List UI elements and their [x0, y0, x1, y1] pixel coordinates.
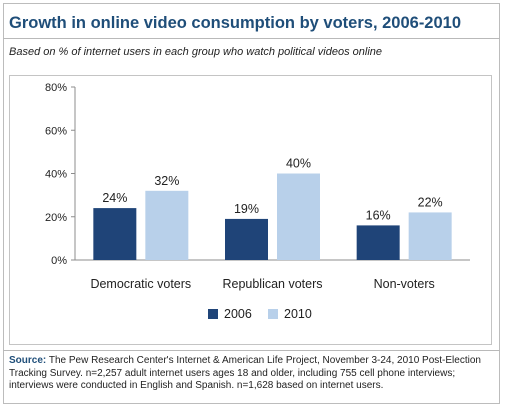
- x-category-label: Republican voters: [222, 277, 322, 291]
- y-tick-label: 20%: [45, 212, 67, 224]
- x-category-label: Democratic voters: [90, 277, 191, 291]
- y-tick-label: 40%: [45, 169, 67, 181]
- legend-label-2006: 2006: [224, 307, 252, 321]
- chart-title: Growth in online video consumption by vo…: [9, 14, 462, 32]
- legend-swatch-2010: [268, 309, 278, 319]
- data-label: 24%: [102, 191, 127, 205]
- source-text: The Pew Research Center's Internet & Ame…: [9, 355, 481, 391]
- legend-label-2010: 2010: [284, 307, 312, 321]
- plot-area-border: [9, 75, 492, 345]
- x-category-label: Non-voters: [374, 277, 435, 291]
- data-label: 40%: [286, 157, 311, 171]
- bar-2010-1: [277, 173, 320, 260]
- data-label: 22%: [418, 195, 443, 209]
- bar-2010-2: [408, 212, 452, 260]
- bar-2006-1: [225, 218, 268, 260]
- y-tick-label: 0%: [51, 255, 67, 267]
- y-tick-label: 80%: [45, 82, 67, 94]
- chart-frame: [3, 3, 500, 404]
- legend-swatch-2006: [208, 309, 218, 319]
- chart-subtitle: Based on % of internet users in each gro…: [9, 46, 383, 58]
- title-divider: [3, 38, 500, 39]
- data-label: 32%: [154, 174, 179, 188]
- data-label: 16%: [366, 208, 391, 222]
- bar-2010-0: [145, 190, 189, 260]
- data-label: 19%: [234, 202, 259, 216]
- source-note: Source: The Pew Research Center's Intern…: [9, 355, 489, 393]
- source-label: Source:: [9, 355, 47, 366]
- y-tick-label: 60%: [45, 125, 67, 137]
- bar-2006-0: [93, 208, 137, 260]
- bar-2006-2: [356, 225, 400, 260]
- source-divider: [3, 350, 500, 351]
